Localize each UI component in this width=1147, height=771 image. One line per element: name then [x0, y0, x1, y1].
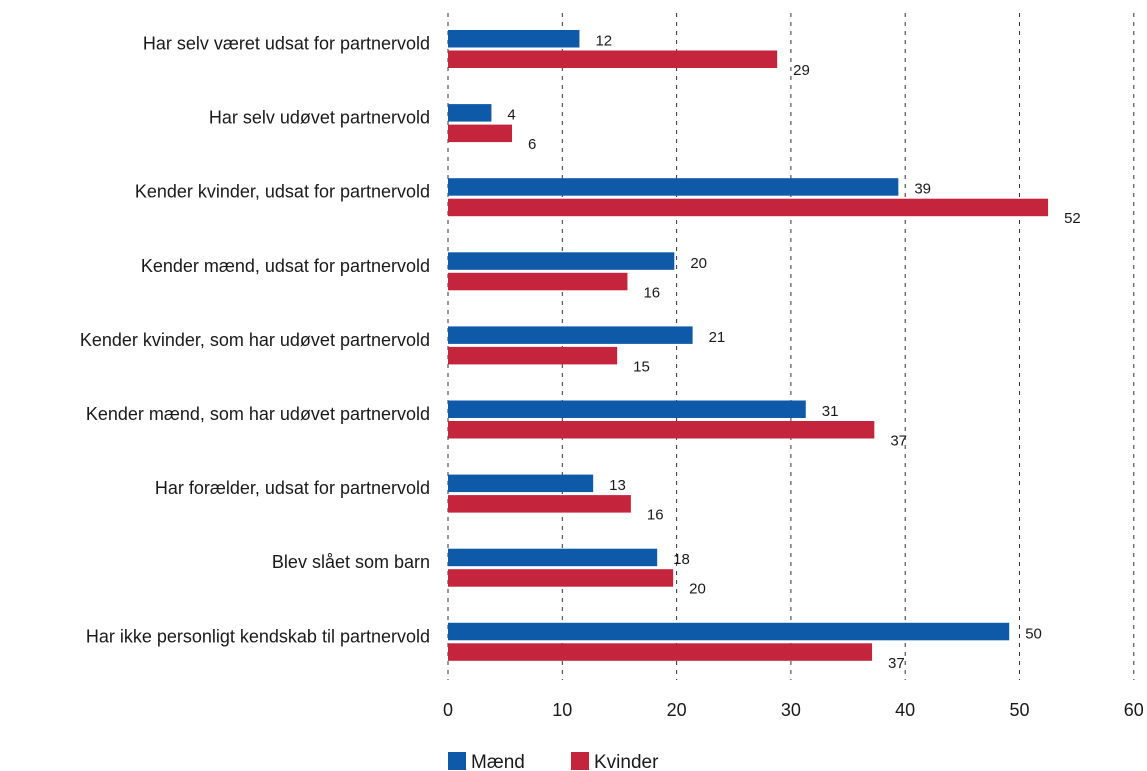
category-label: Har ikke personligt kendskab til partner…	[86, 626, 430, 646]
bar-kvinder	[448, 495, 631, 513]
data-label-maend: 4	[507, 107, 515, 124]
bar-maend	[448, 252, 675, 270]
bar-maend	[448, 178, 899, 196]
category-label: Kender kvinder, som har udøvet partnervo…	[80, 330, 430, 350]
data-label-kvinder: 6	[528, 136, 536, 153]
x-tick-label-10: 10	[552, 700, 572, 720]
bar-maend	[448, 622, 1010, 641]
x-tick-label-0: 0	[443, 700, 453, 720]
legend-label-maend: Mænd	[471, 752, 525, 771]
category-label: Blev slået som barn	[272, 552, 430, 572]
bar-maend	[448, 474, 594, 493]
x-tick-label-40: 40	[895, 700, 915, 720]
data-label-kvinder: 16	[643, 284, 660, 301]
category-label: Har selv været udsat for partnervold	[143, 34, 430, 54]
data-label-kvinder: 52	[1064, 210, 1081, 227]
category-label: Kender mænd, som har udøvet partnervold	[86, 404, 430, 424]
data-label-maend: 50	[1025, 625, 1042, 642]
data-label-maend: 20	[690, 255, 707, 272]
bar-kvinder	[448, 346, 618, 365]
bar-maend	[448, 104, 492, 122]
data-label-maend: 31	[822, 403, 839, 420]
x-tick-label-20: 20	[667, 700, 687, 720]
data-label-kvinder: 29	[793, 62, 810, 79]
bars	[448, 30, 1049, 661]
bar-kvinder	[448, 272, 628, 291]
grid	[447, 13, 1135, 680]
legend: Mænd Kvinder	[448, 752, 659, 771]
data-label-maend: 21	[709, 329, 726, 346]
data-label-maend: 12	[595, 33, 612, 50]
legend-swatch-kvinder	[571, 752, 589, 770]
value-labels: 12 29 46 39 52 20 16 21 15 31 37 13 16 18 20 50 37	[507, 33, 1080, 672]
bar-maend	[448, 548, 658, 567]
category-label: Har selv udøvet partnervold	[209, 108, 430, 128]
data-label-kvinder: 37	[890, 433, 907, 450]
bar-maend	[448, 400, 806, 418]
data-label-kvinder: 20	[689, 581, 706, 598]
category-label: Har forælder, udsat for partnervold	[155, 478, 430, 498]
legend-swatch-maend	[448, 752, 466, 770]
x-axis-ticks: 0 10 20 30 40 50 60	[443, 700, 1144, 720]
bar-kvinder	[448, 569, 674, 587]
bar-kvinder	[448, 643, 873, 661]
data-label-kvinder: 37	[888, 655, 905, 672]
data-label-kvinder: 16	[647, 507, 664, 524]
category-label: Kender kvinder, udsat for partnervold	[135, 182, 430, 202]
x-tick-label-60: 60	[1124, 700, 1144, 720]
bar-maend	[448, 326, 693, 344]
category-labels: Har selv været udsat for partnervold Har …	[80, 34, 430, 647]
bar-kvinder	[448, 50, 778, 68]
category-label: Kender mænd, udsat for partnervold	[141, 256, 430, 276]
data-label-maend: 39	[914, 181, 931, 198]
data-label-maend: 18	[673, 551, 690, 568]
x-tick-label-30: 30	[781, 700, 801, 720]
legend-label-kvinder: Kvinder	[594, 752, 659, 771]
data-label-maend: 13	[609, 477, 626, 494]
x-tick-label-50: 50	[1009, 700, 1029, 720]
bar-kvinder	[448, 421, 875, 439]
data-label-kvinder: 15	[633, 358, 650, 375]
bar-maend	[448, 30, 580, 48]
bar-kvinder	[448, 124, 513, 143]
bar-kvinder	[448, 198, 1049, 217]
